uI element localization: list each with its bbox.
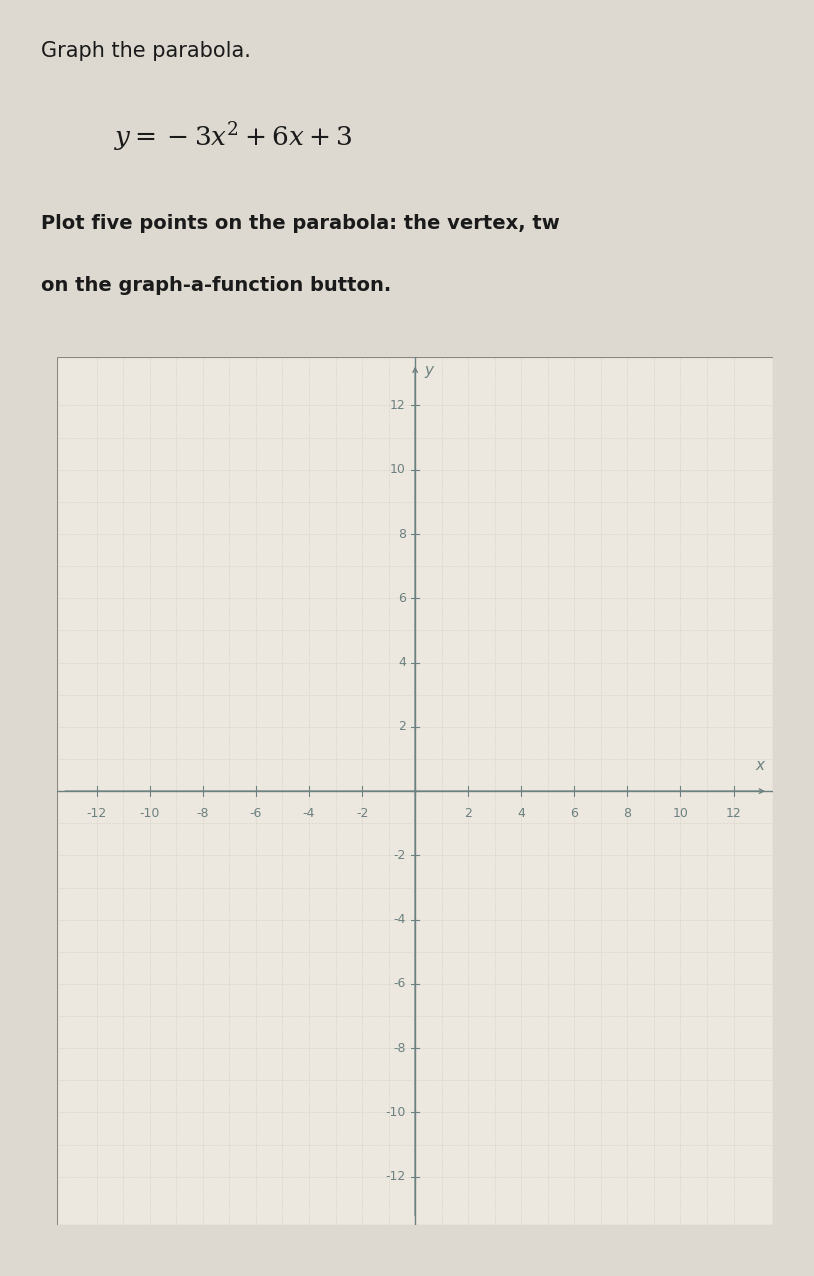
Text: Plot five points on the parabola: the vertex, tw: Plot five points on the parabola: the ve… bbox=[41, 213, 559, 232]
Text: -2: -2 bbox=[356, 808, 368, 820]
Text: 10: 10 bbox=[390, 463, 406, 476]
Text: 4: 4 bbox=[398, 656, 406, 669]
Text: -8: -8 bbox=[197, 808, 209, 820]
Text: 8: 8 bbox=[398, 527, 406, 541]
Text: -4: -4 bbox=[303, 808, 315, 820]
Text: -6: -6 bbox=[250, 808, 262, 820]
Text: -10: -10 bbox=[386, 1106, 406, 1119]
Text: -12: -12 bbox=[386, 1170, 406, 1183]
Text: 2: 2 bbox=[398, 721, 406, 734]
Text: 10: 10 bbox=[672, 808, 689, 820]
Text: Graph the parabola.: Graph the parabola. bbox=[41, 41, 251, 61]
Text: $y=-3x^{2}+6x+3$: $y=-3x^{2}+6x+3$ bbox=[114, 120, 352, 154]
Text: -2: -2 bbox=[393, 849, 406, 861]
Text: -12: -12 bbox=[86, 808, 107, 820]
Text: -6: -6 bbox=[393, 977, 406, 990]
Text: on the graph-a-function button.: on the graph-a-function button. bbox=[41, 276, 391, 295]
Text: 12: 12 bbox=[390, 399, 406, 412]
Text: 4: 4 bbox=[518, 808, 525, 820]
Text: y: y bbox=[424, 362, 433, 378]
Text: x: x bbox=[755, 758, 764, 773]
Text: -8: -8 bbox=[393, 1041, 406, 1055]
Text: 6: 6 bbox=[571, 808, 578, 820]
Text: -10: -10 bbox=[140, 808, 160, 820]
Text: 2: 2 bbox=[464, 808, 472, 820]
Text: 12: 12 bbox=[725, 808, 742, 820]
Text: -4: -4 bbox=[393, 914, 406, 926]
Text: 6: 6 bbox=[398, 592, 406, 605]
Text: 8: 8 bbox=[624, 808, 632, 820]
